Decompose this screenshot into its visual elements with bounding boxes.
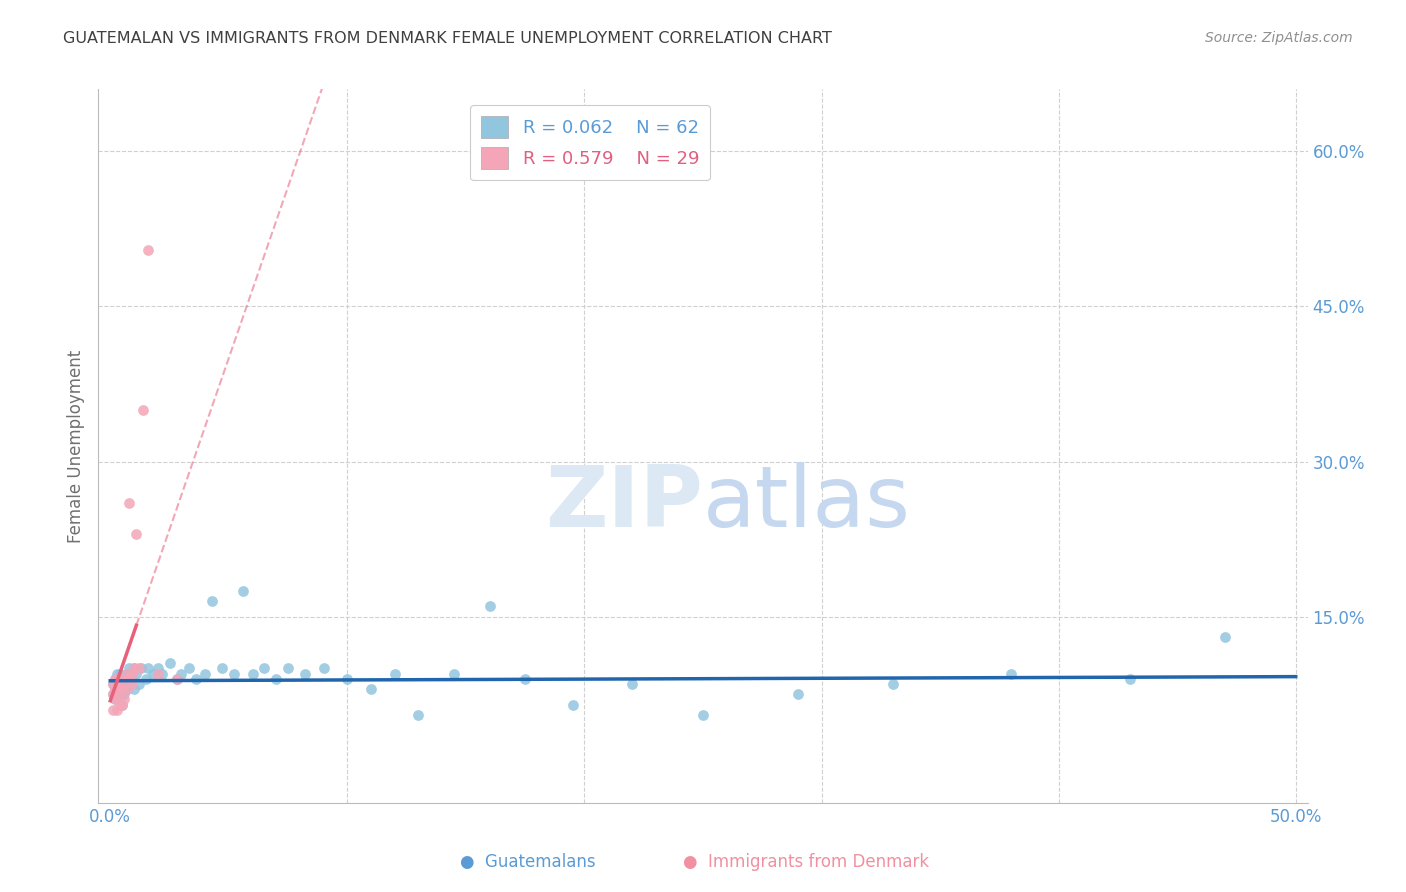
Point bbox=[111, 687, 134, 701]
Point bbox=[105, 677, 128, 691]
Point bbox=[136, 661, 159, 675]
Point bbox=[1119, 672, 1142, 686]
Point bbox=[166, 672, 188, 686]
Point bbox=[201, 594, 224, 608]
Text: ●  Guatemalans: ● Guatemalans bbox=[460, 853, 596, 871]
Point bbox=[101, 687, 124, 701]
Point bbox=[786, 687, 808, 701]
Point bbox=[115, 681, 138, 696]
Point bbox=[620, 677, 643, 691]
Point bbox=[692, 707, 714, 722]
Point bbox=[114, 672, 136, 686]
Point bbox=[360, 681, 382, 696]
Point bbox=[264, 672, 287, 686]
Point bbox=[312, 661, 335, 675]
Point bbox=[115, 666, 138, 681]
Point bbox=[135, 672, 157, 686]
Text: Source: ZipAtlas.com: Source: ZipAtlas.com bbox=[1205, 31, 1353, 45]
Point bbox=[443, 666, 465, 681]
Point bbox=[294, 666, 316, 681]
Point bbox=[142, 666, 165, 681]
Point bbox=[136, 243, 159, 257]
Point bbox=[159, 656, 181, 670]
Point bbox=[108, 672, 131, 686]
Point bbox=[111, 681, 134, 696]
Point bbox=[105, 677, 128, 691]
Point bbox=[101, 677, 124, 691]
Point bbox=[104, 692, 127, 706]
Point bbox=[222, 666, 245, 681]
Point bbox=[104, 672, 127, 686]
Point bbox=[108, 666, 131, 681]
Point bbox=[152, 666, 174, 681]
Point bbox=[122, 661, 145, 675]
Point bbox=[118, 496, 141, 510]
Point bbox=[128, 661, 150, 675]
Point bbox=[118, 672, 141, 686]
Point bbox=[128, 677, 150, 691]
Point bbox=[105, 687, 128, 701]
Point bbox=[177, 661, 200, 675]
Text: ZIP: ZIP bbox=[546, 461, 703, 545]
Point bbox=[1213, 630, 1236, 644]
Point bbox=[232, 583, 254, 598]
Point bbox=[105, 703, 128, 717]
Point bbox=[115, 681, 138, 696]
Point bbox=[1000, 666, 1022, 681]
Text: ●  Immigrants from Denmark: ● Immigrants from Denmark bbox=[683, 853, 929, 871]
Point bbox=[104, 681, 127, 696]
Point bbox=[121, 666, 143, 681]
Point bbox=[170, 666, 193, 681]
Point bbox=[111, 677, 134, 691]
Point bbox=[125, 666, 148, 681]
Point bbox=[105, 687, 128, 701]
Point bbox=[194, 666, 217, 681]
Point bbox=[108, 672, 131, 686]
Point bbox=[104, 681, 127, 696]
Point bbox=[384, 666, 406, 681]
Point bbox=[114, 692, 136, 706]
Point bbox=[336, 672, 359, 686]
Point bbox=[122, 681, 145, 696]
Point bbox=[561, 698, 583, 712]
Point bbox=[101, 703, 124, 717]
Point bbox=[253, 661, 276, 675]
Point bbox=[111, 698, 134, 712]
Y-axis label: Female Unemployment: Female Unemployment bbox=[66, 350, 84, 542]
Text: atlas: atlas bbox=[703, 461, 911, 545]
Point bbox=[408, 707, 430, 722]
Point bbox=[146, 666, 169, 681]
Point bbox=[104, 692, 127, 706]
Point bbox=[118, 677, 141, 691]
Point bbox=[277, 661, 299, 675]
Point bbox=[118, 661, 141, 675]
Point bbox=[125, 527, 148, 541]
Point bbox=[146, 661, 169, 675]
Point bbox=[515, 672, 537, 686]
Point bbox=[242, 666, 264, 681]
Point bbox=[114, 687, 136, 701]
Point bbox=[101, 687, 124, 701]
Point bbox=[882, 677, 904, 691]
Point bbox=[121, 672, 143, 686]
Point bbox=[184, 672, 207, 686]
Point bbox=[132, 402, 155, 417]
Point bbox=[101, 677, 124, 691]
Legend: R = 0.062    N = 62, R = 0.579    N = 29: R = 0.062 N = 62, R = 0.579 N = 29 bbox=[470, 105, 710, 180]
Point bbox=[478, 599, 501, 614]
Point bbox=[211, 661, 233, 675]
Point bbox=[121, 677, 143, 691]
Point bbox=[166, 672, 188, 686]
Point bbox=[105, 666, 128, 681]
Text: GUATEMALAN VS IMMIGRANTS FROM DENMARK FEMALE UNEMPLOYMENT CORRELATION CHART: GUATEMALAN VS IMMIGRANTS FROM DENMARK FE… bbox=[63, 31, 832, 46]
Point bbox=[104, 672, 127, 686]
Point bbox=[115, 666, 138, 681]
Point bbox=[114, 677, 136, 691]
Point bbox=[129, 661, 152, 675]
Point bbox=[108, 698, 131, 712]
Point bbox=[108, 681, 131, 696]
Point bbox=[122, 661, 145, 675]
Point bbox=[111, 698, 134, 712]
Point bbox=[108, 681, 131, 696]
